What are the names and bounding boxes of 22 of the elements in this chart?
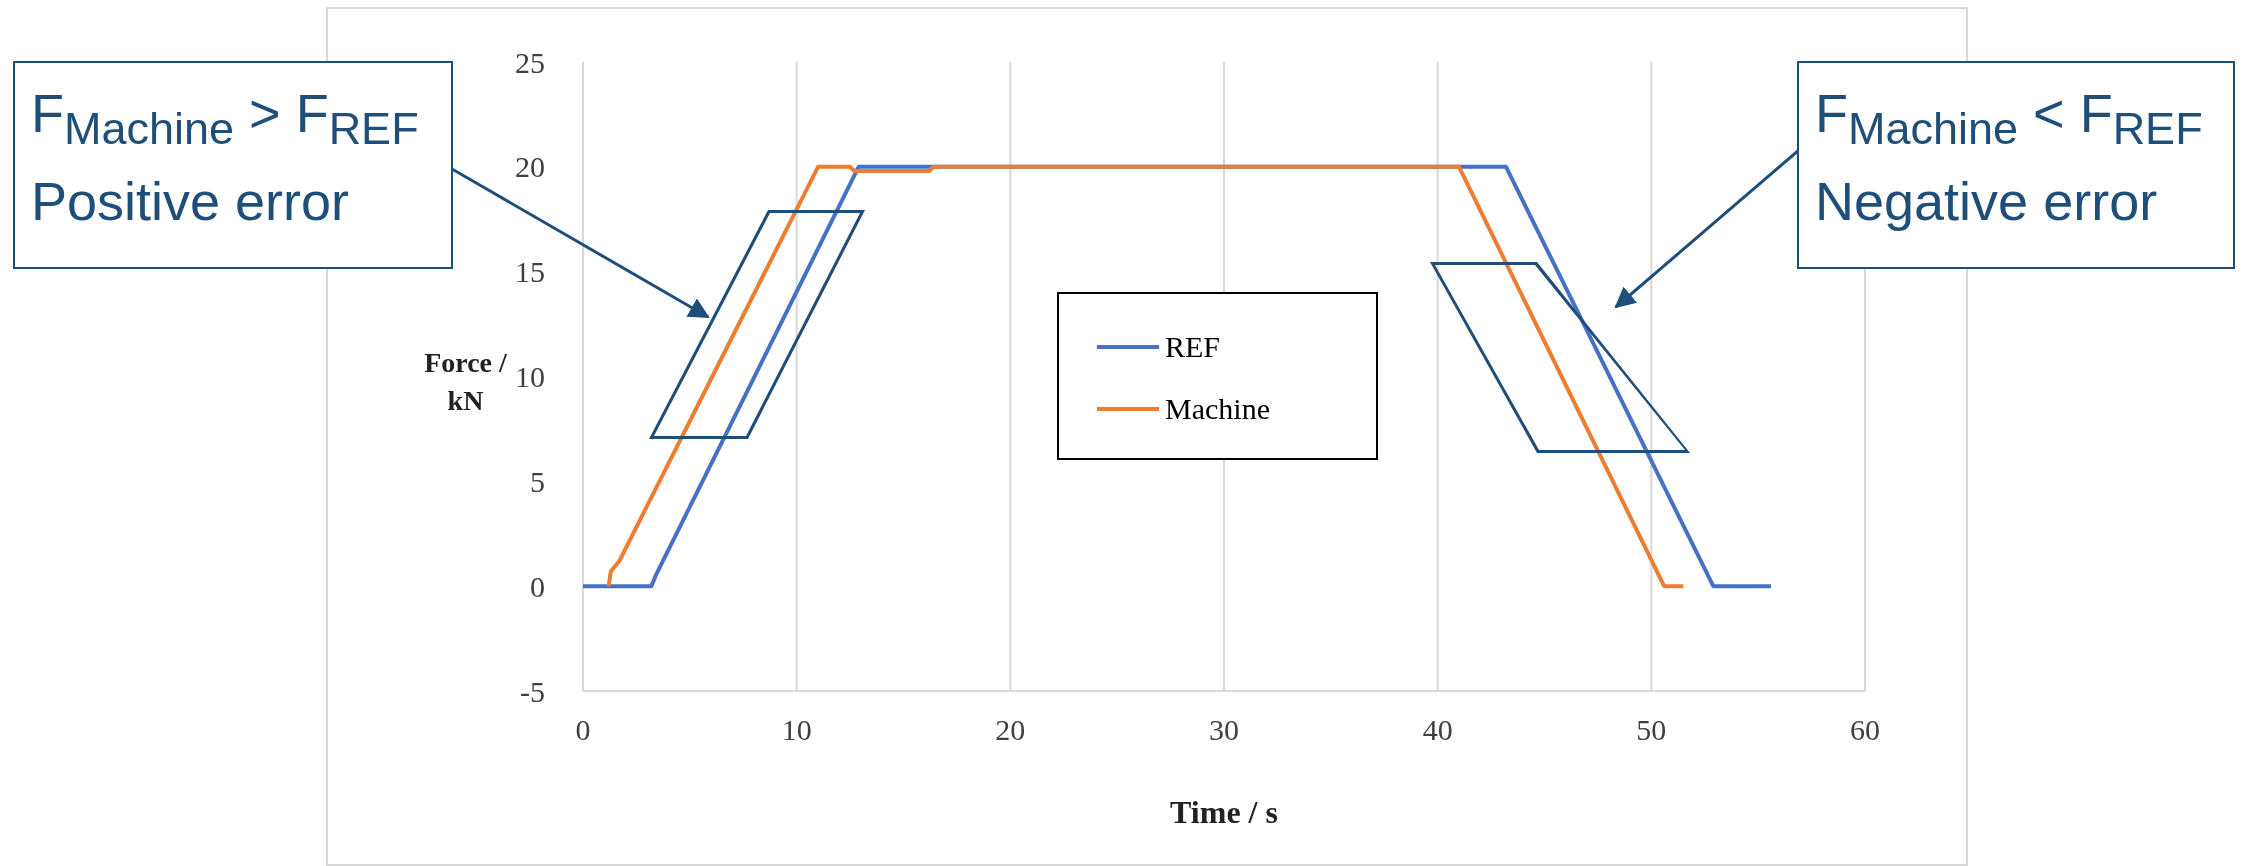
y-tick-label: 25 (515, 45, 545, 79)
x-axis-title: Time / s (1169, 794, 1279, 831)
x-tick-label: 20 (995, 713, 1026, 747)
y-tick-label: 10 (515, 360, 545, 394)
text: F$_{Machine}$ > F$_{REF}$ (31, 82, 420, 156)
y-tick-label: 15 (515, 255, 545, 289)
x-tick-label: 60 (1850, 713, 1880, 747)
x-tick-label: 50 (1636, 713, 1667, 747)
text: Positive error (31, 169, 351, 233)
y-tick-label: 5 (530, 464, 545, 498)
legend-label: Machine (1165, 392, 1270, 426)
x-tick-label: 10 (781, 713, 812, 747)
annotation: F$_{Machine}$ < F$_{REF}$ (1815, 82, 2204, 156)
legend-label: REF (1165, 330, 1221, 364)
y-tick-label: 20 (515, 150, 545, 184)
x-tick-label: 40 (1422, 713, 1453, 747)
y-tick-label: 0 (530, 569, 545, 603)
y-axis-title: Force / kN (423, 346, 508, 418)
annotation: Negative error (1815, 169, 2159, 233)
x-tick-label: 0 (575, 713, 591, 747)
y-tick-label: -5 (520, 674, 545, 708)
x-tick-label: 30 (1209, 713, 1239, 747)
